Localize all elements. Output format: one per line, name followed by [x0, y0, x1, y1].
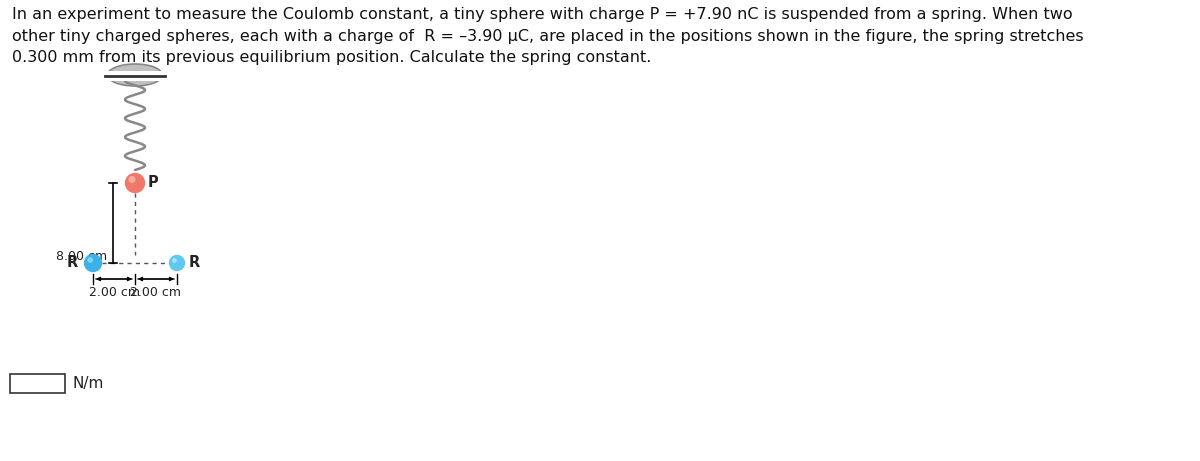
Text: 2.00 cm: 2.00 cm [131, 286, 181, 299]
Circle shape [84, 254, 102, 272]
Circle shape [88, 258, 92, 262]
FancyBboxPatch shape [10, 374, 65, 393]
Circle shape [126, 173, 144, 193]
Text: In an experiment to measure the Coulomb constant, a tiny sphere with charge P = : In an experiment to measure the Coulomb … [12, 7, 1084, 65]
Text: R: R [67, 255, 78, 270]
Text: P: P [148, 175, 158, 190]
Text: 8.00 cm: 8.00 cm [56, 249, 107, 262]
Text: R: R [190, 255, 200, 270]
Circle shape [130, 177, 134, 182]
FancyBboxPatch shape [106, 71, 166, 81]
Ellipse shape [108, 64, 162, 86]
Text: 2.00 cm: 2.00 cm [89, 286, 139, 299]
Text: N/m: N/m [73, 376, 104, 391]
Circle shape [173, 259, 176, 262]
Circle shape [169, 255, 185, 271]
